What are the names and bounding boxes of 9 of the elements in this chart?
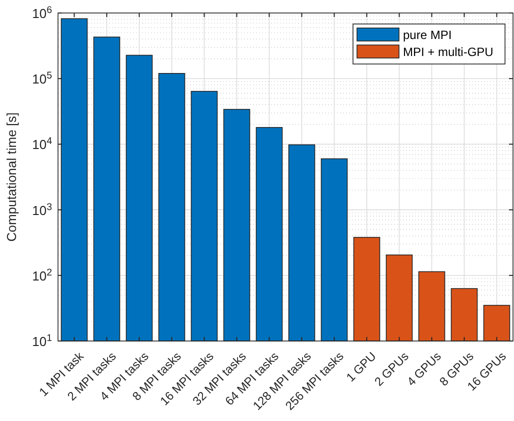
y-tick-label: 10$^{4}$ bbox=[32, 136, 53, 152]
legend-label: MPI + multi-GPU bbox=[403, 45, 494, 59]
y-tick-label: 10$^{5}$ bbox=[32, 70, 53, 87]
y-tick-label: 10$^{2}$ bbox=[32, 266, 52, 284]
y-tick-label: 10$^{6}$ bbox=[32, 4, 52, 21]
y-tick-label: 10$^{1}$ bbox=[32, 332, 52, 349]
y-axis-title: Computational time [s] bbox=[4, 112, 19, 242]
y-tick-label: 10$^{3}$ bbox=[32, 201, 52, 218]
legend-label: pure MPI bbox=[403, 28, 452, 42]
